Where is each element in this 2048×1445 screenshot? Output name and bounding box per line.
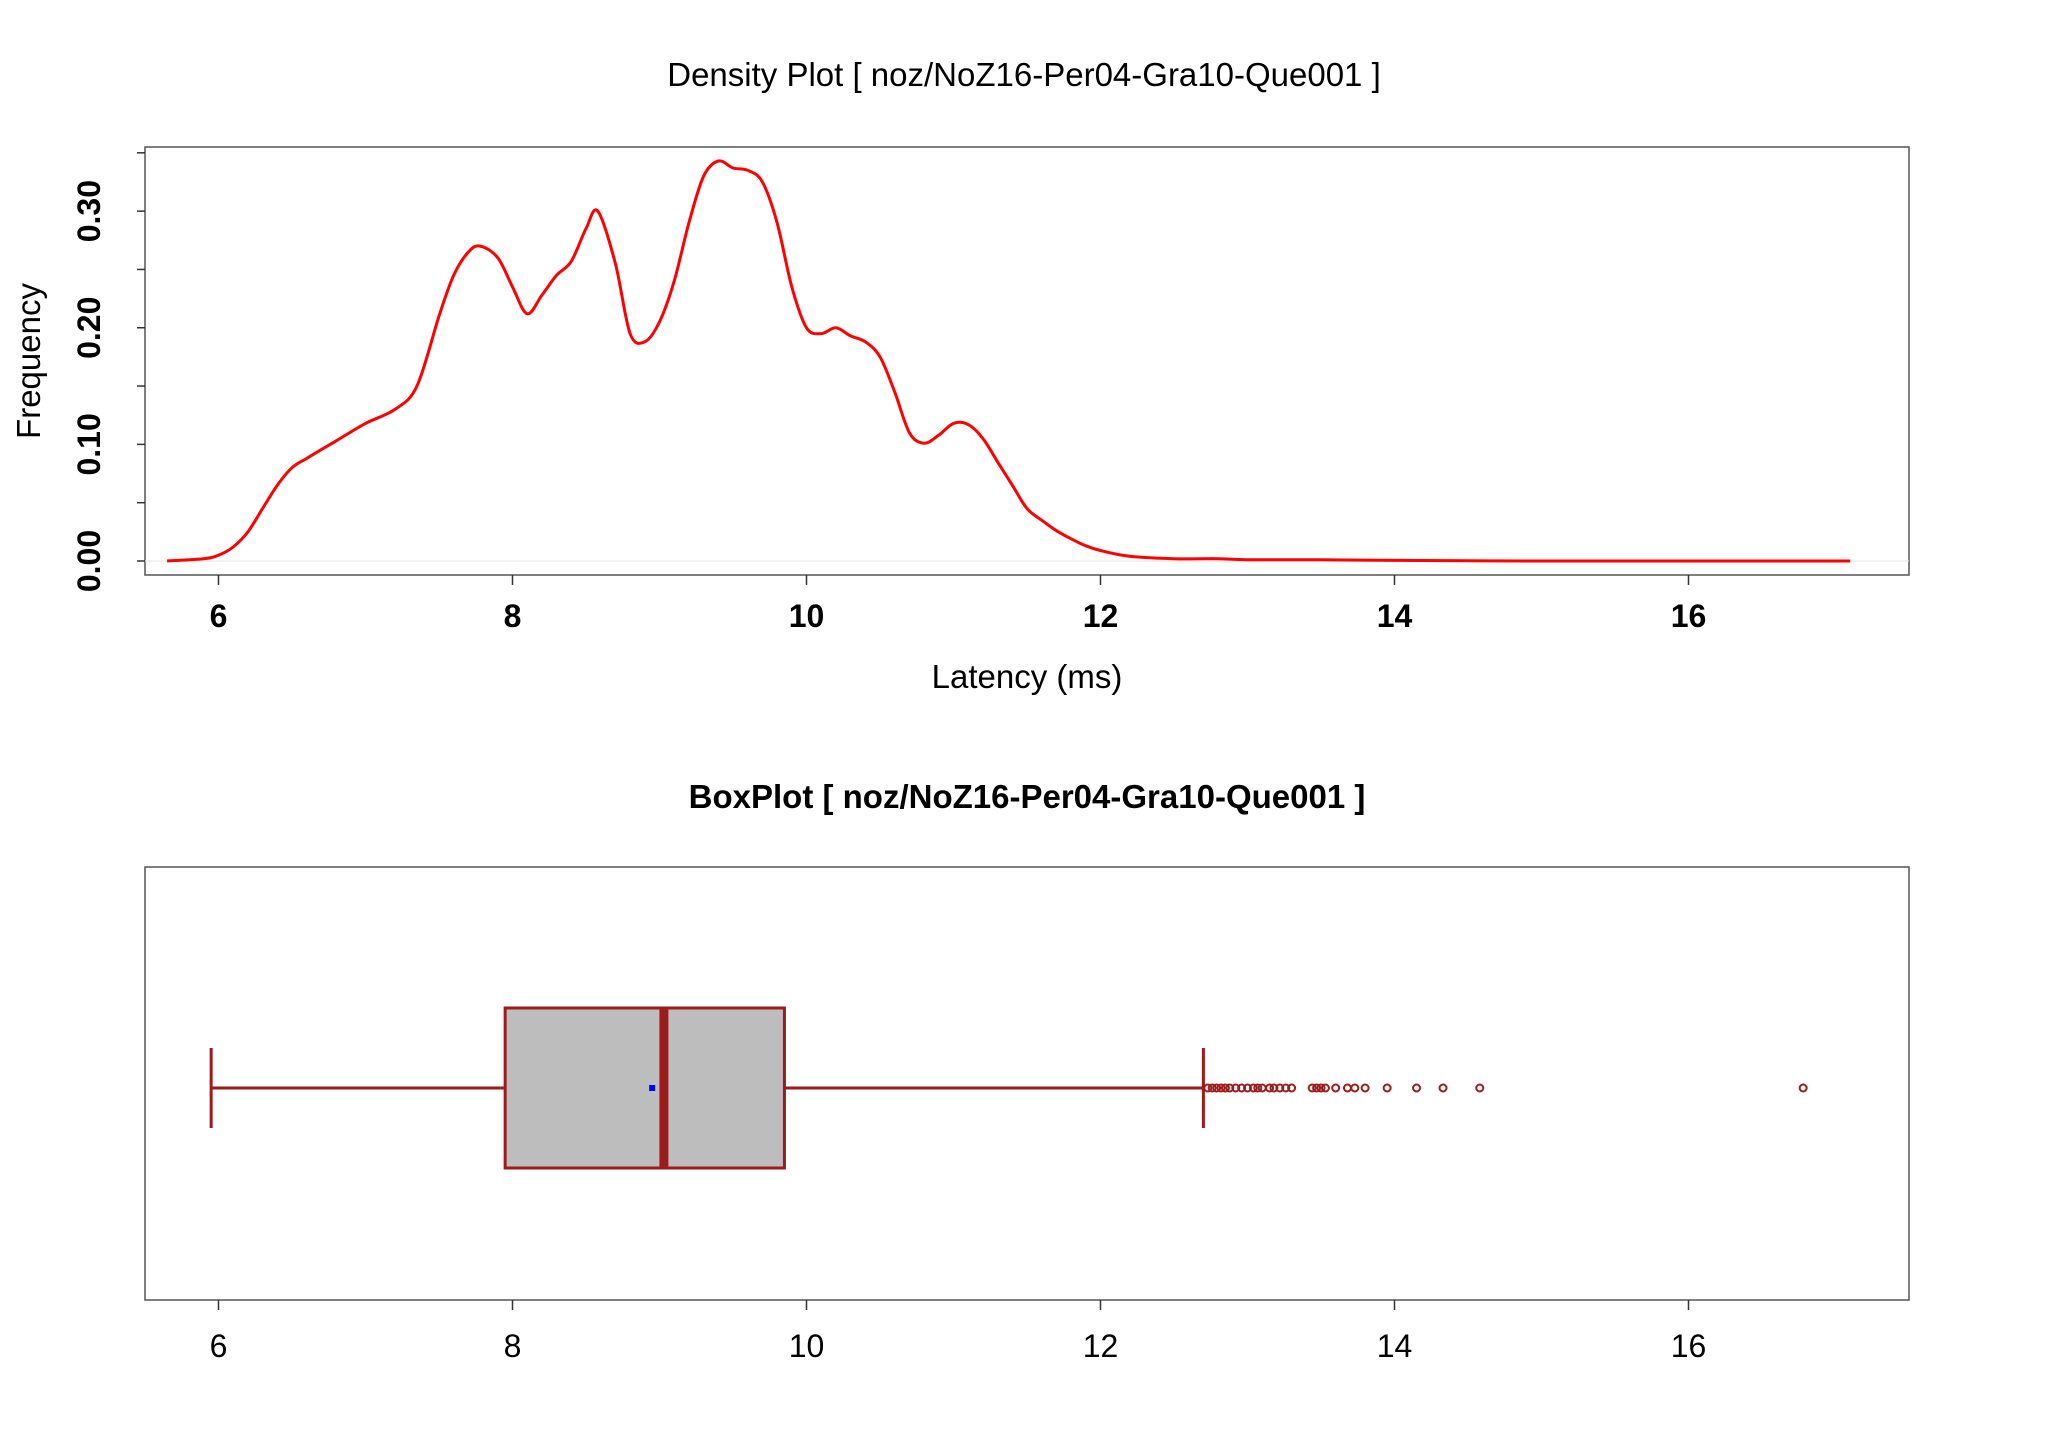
- outlier-point: [1225, 1083, 1235, 1093]
- boxplot-title: BoxPlot [ noz/NoZ16-Per04-Gra10-Que001 ]: [689, 778, 1366, 815]
- outlier-point: [1243, 1083, 1252, 1093]
- outlier-point: [1220, 1083, 1230, 1093]
- outlier-point: [1248, 1083, 1258, 1093]
- y-tick-label: 0.10: [71, 413, 107, 475]
- y-tick-label: 0.00: [71, 530, 107, 592]
- outlier-point: [1237, 1083, 1247, 1093]
- outlier-point: [1312, 1083, 1322, 1093]
- outlier-point: [1281, 1083, 1291, 1093]
- outlier-point: [1307, 1083, 1317, 1093]
- outlier-point: [1231, 1083, 1241, 1093]
- outlier-point: [1212, 1083, 1222, 1093]
- outlier-point: [1320, 1083, 1330, 1093]
- outlier-point: [1360, 1083, 1370, 1093]
- box-x-tick-label: 12: [1083, 1328, 1119, 1364]
- y-tick-label: 0.20: [71, 297, 107, 359]
- outlier-point: [1438, 1083, 1448, 1093]
- x-tick-label: 12: [1083, 598, 1119, 634]
- outlier-point: [1342, 1083, 1352, 1093]
- x-tick-label: 14: [1377, 598, 1413, 634]
- x-tick-label: 10: [789, 598, 825, 634]
- x-tick-label: 8: [504, 598, 522, 634]
- outlier-point: [1798, 1083, 1808, 1093]
- outlier-point: [1207, 1083, 1217, 1093]
- boxplot-frame: [144, 866, 1910, 1301]
- outlier-point: [1316, 1083, 1326, 1093]
- x-axis-label: Latency (ms): [932, 658, 1123, 695]
- mean-marker: [649, 1085, 656, 1091]
- density-plot-title: Density Plot [ noz/NoZ16-Per04-Gra10-Que…: [667, 56, 1381, 93]
- box-x-tick-label: 16: [1671, 1328, 1707, 1364]
- y-axis-label: Frequency: [10, 283, 47, 439]
- box-x-tick-label: 10: [789, 1328, 825, 1364]
- density-curve: [167, 159, 1851, 563]
- density-axes: 6 8 10 12 14 16 0.00 0.10 0.20 0.30: [71, 152, 1909, 634]
- outlier-point: [1216, 1083, 1226, 1093]
- x-tick-label: 16: [1671, 598, 1707, 634]
- outlier-point: [1350, 1083, 1360, 1093]
- y-tick-label: 0.30: [71, 180, 107, 242]
- outlier-point: [1275, 1083, 1285, 1093]
- x-tick-label: 6: [210, 598, 228, 634]
- box-x-tick-label: 14: [1377, 1328, 1413, 1364]
- box-x-tick-label: 6: [210, 1328, 228, 1364]
- boxplot-axis: 6 8 10 12 14 16: [210, 1300, 1707, 1364]
- outlier-point: [1287, 1083, 1297, 1093]
- outlier-point: [1253, 1083, 1263, 1093]
- outlier-point: [1331, 1083, 1341, 1093]
- outlier-point: [1203, 1083, 1213, 1093]
- box-x-tick-label: 8: [504, 1328, 522, 1364]
- density-plot-frame: [144, 146, 1910, 576]
- outlier-point: [1475, 1083, 1485, 1093]
- outlier-point: [1412, 1083, 1422, 1093]
- outlier-point: [1269, 1083, 1279, 1093]
- interquartile-box: [503, 1006, 786, 1170]
- boxplot-marks: [209, 1006, 1808, 1170]
- outlier-point: [1265, 1083, 1275, 1093]
- outlier-point: [1382, 1083, 1392, 1093]
